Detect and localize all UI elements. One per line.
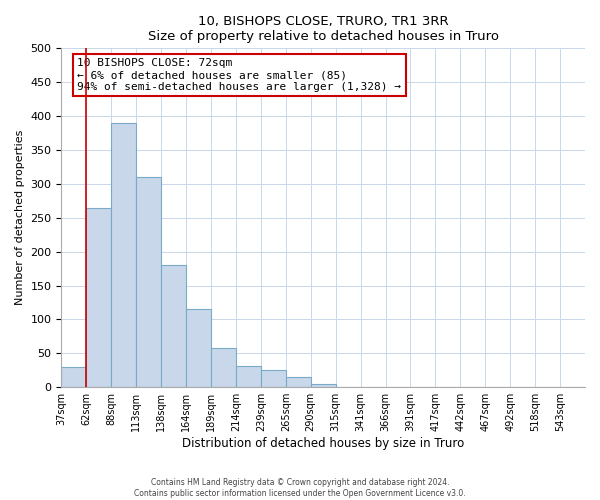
Text: 10 BISHOPS CLOSE: 72sqm
← 6% of detached houses are smaller (85)
94% of semi-det: 10 BISHOPS CLOSE: 72sqm ← 6% of detached… <box>77 58 401 92</box>
Text: Contains HM Land Registry data © Crown copyright and database right 2024.
Contai: Contains HM Land Registry data © Crown c… <box>134 478 466 498</box>
Bar <box>286 377 311 387</box>
Bar <box>261 370 286 387</box>
Title: 10, BISHOPS CLOSE, TRURO, TR1 3RR
Size of property relative to detached houses i: 10, BISHOPS CLOSE, TRURO, TR1 3RR Size o… <box>148 15 499 43</box>
Bar <box>311 384 335 387</box>
Bar <box>61 367 86 387</box>
Bar <box>211 348 236 387</box>
Bar <box>335 386 361 387</box>
Bar <box>86 208 111 387</box>
Y-axis label: Number of detached properties: Number of detached properties <box>15 130 25 306</box>
Bar <box>161 265 186 387</box>
Bar <box>111 123 136 387</box>
Bar <box>236 366 261 387</box>
Bar <box>535 386 560 387</box>
X-axis label: Distribution of detached houses by size in Truro: Distribution of detached houses by size … <box>182 437 464 450</box>
Bar <box>136 177 161 387</box>
Bar <box>186 310 211 387</box>
